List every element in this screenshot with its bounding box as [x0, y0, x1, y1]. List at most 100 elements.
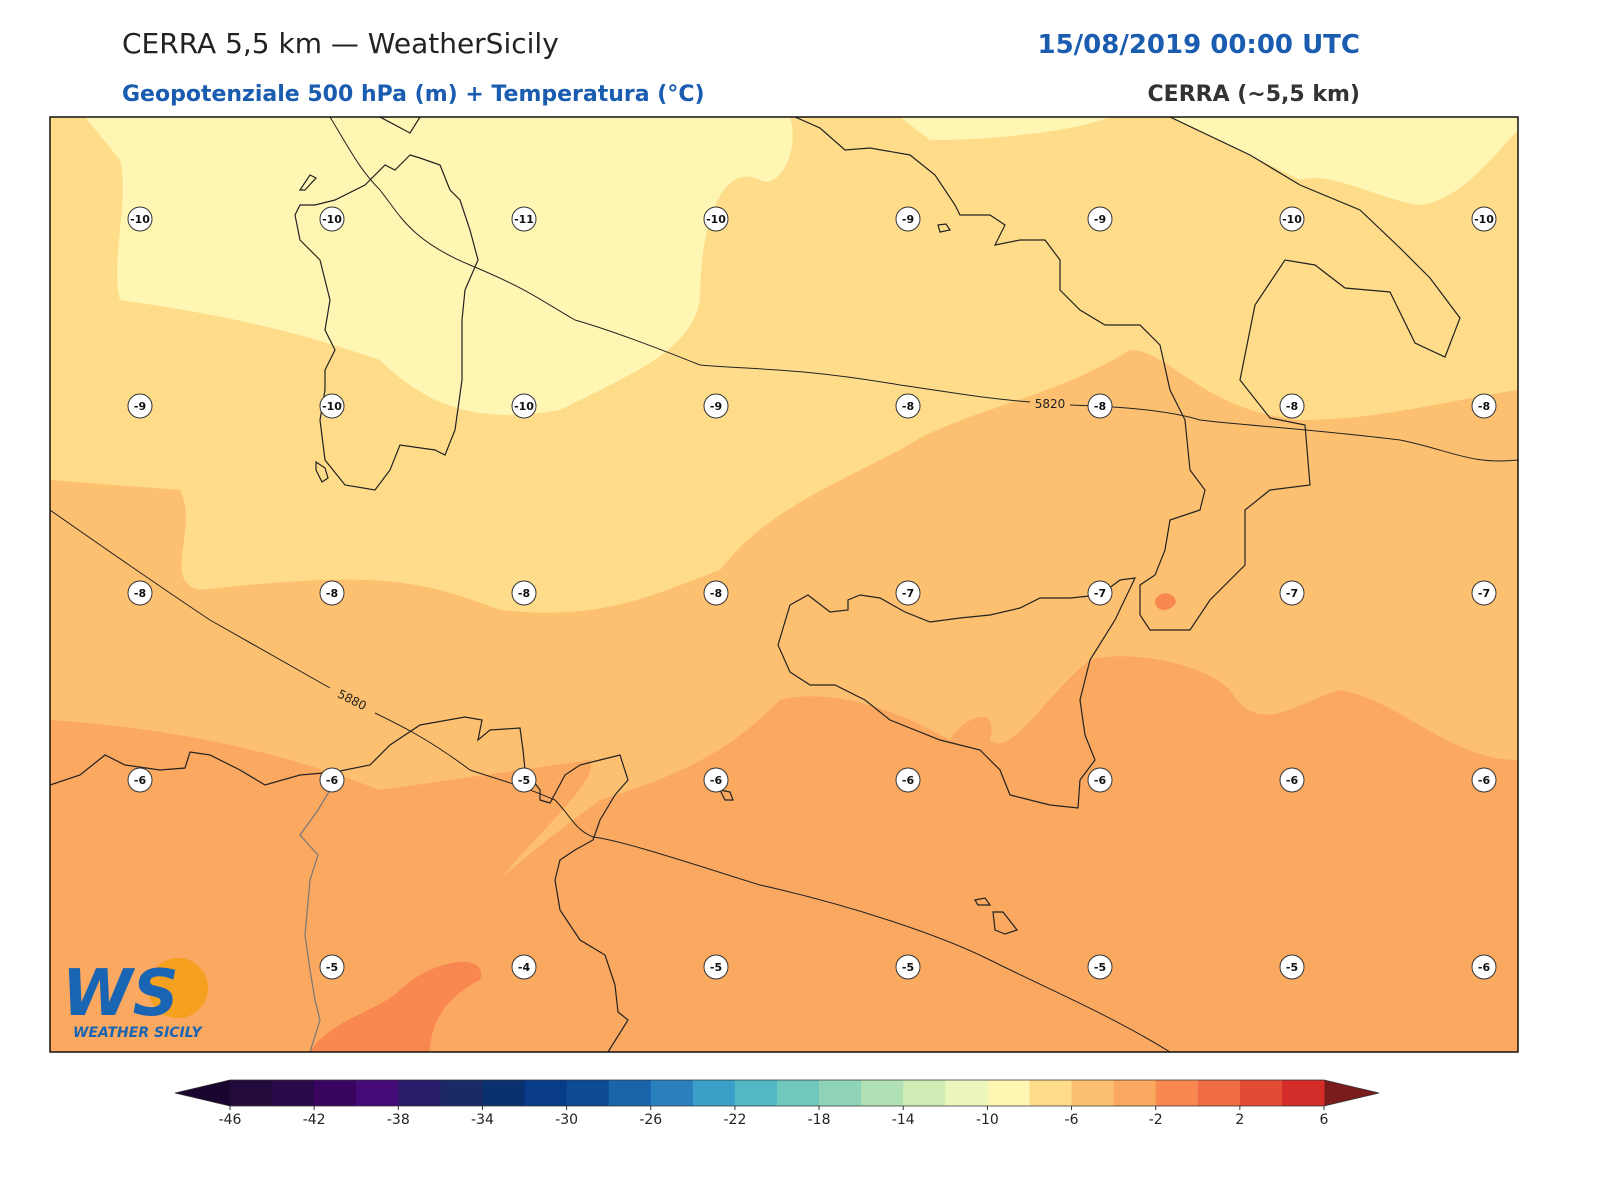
label-text: -5: [1094, 961, 1106, 974]
label-circle: [127, 767, 153, 793]
label-circle: [1087, 767, 1113, 793]
label-circle: [1087, 206, 1113, 232]
label-text: -8: [902, 400, 914, 413]
temperature-label: -10: [319, 206, 345, 232]
label-circle: [319, 580, 345, 606]
label-circle: [1087, 954, 1113, 980]
temperature-label: -5: [1087, 954, 1113, 980]
label-text: -9: [710, 400, 722, 413]
colorbar-bin: [440, 1080, 483, 1106]
colorbar-tick-label: -38: [387, 1112, 410, 1128]
label-circle: [511, 954, 537, 980]
label-circle: [1279, 206, 1305, 232]
colorbar-bin: [566, 1080, 610, 1106]
label-circle: [1279, 393, 1305, 419]
label-text: -10: [1474, 213, 1494, 226]
colorbar-bin: [945, 1080, 988, 1106]
label-circle: [703, 954, 729, 980]
label-text: -7: [1286, 587, 1298, 600]
label-text: -6: [326, 774, 339, 787]
datetime: 15/08/2019 00:00 UTC: [1037, 30, 1360, 60]
colorbar-bin: [314, 1080, 357, 1106]
temperature-label: -5: [319, 954, 345, 980]
label-text: -8: [1286, 400, 1298, 413]
label-circle: [1087, 580, 1113, 606]
label-text: -8: [1478, 400, 1490, 413]
colorbar-tick-label: -34: [471, 1112, 494, 1128]
colorbar-bin: [356, 1080, 399, 1106]
label-circle: [895, 767, 921, 793]
colorbar-bin: [1281, 1080, 1325, 1106]
colorbar-tick-label: -10: [976, 1112, 999, 1128]
label-circle: [895, 393, 921, 419]
temperature-label: -7: [1471, 580, 1497, 606]
label-text: -10: [322, 400, 342, 413]
label-text: -8: [1094, 400, 1106, 413]
colorbar-bin: [987, 1080, 1030, 1106]
label-text: -8: [518, 587, 530, 600]
label-circle: [703, 393, 729, 419]
contour-line: [329, 117, 1518, 462]
label-text: -5: [518, 774, 530, 787]
colorbar-bin: [1155, 1080, 1199, 1106]
label-circle: [1471, 206, 1497, 232]
colorbar-bin: [608, 1080, 652, 1106]
label-text: -5: [326, 961, 338, 974]
label-circle: [1471, 767, 1497, 793]
label-circle: [127, 206, 153, 232]
colorbar-tick-label: -2: [1149, 1112, 1163, 1128]
temperature-label: -6: [1471, 767, 1497, 793]
label-circle: [511, 767, 537, 793]
colorbar-bin: [861, 1080, 904, 1106]
label-circle: [127, 393, 153, 419]
contour-line: [50, 509, 1171, 1052]
label-circle: [1471, 580, 1497, 606]
label-text: -9: [1094, 213, 1106, 226]
temperature-label: -8: [319, 580, 345, 606]
temperature-label: -6: [1279, 767, 1305, 793]
temperature-label: -6: [319, 767, 345, 793]
temperature-label: -10: [1279, 206, 1305, 232]
colorbar-bin: [1029, 1080, 1073, 1106]
colorbar-bin: [1239, 1080, 1283, 1106]
label-text: -9: [134, 400, 146, 413]
colorbar-bin: [230, 1080, 273, 1106]
label-text: -4: [518, 961, 531, 974]
colorbar-tick-label: -22: [723, 1112, 746, 1128]
temperature-label: -9: [703, 393, 729, 419]
label-text: -8: [710, 587, 722, 600]
colorbar-tick-label: 6: [1320, 1112, 1329, 1128]
label-circle: [703, 767, 729, 793]
label-circle: [703, 206, 729, 232]
temperature-label: -7: [1087, 580, 1113, 606]
label-circle: [1279, 580, 1305, 606]
map-frame: [49, 116, 1519, 1053]
temperature-label: -6: [703, 767, 729, 793]
colorbar-bin: [903, 1080, 946, 1106]
temperature-label: -10: [127, 206, 153, 232]
label-text: -8: [326, 587, 338, 600]
temperature-label: -6: [1087, 767, 1113, 793]
temperature-label: -6: [895, 767, 921, 793]
temperature-label: -5: [703, 954, 729, 980]
label-text: -7: [1094, 587, 1106, 600]
label-circle: [511, 393, 537, 419]
temperature-label: -8: [1279, 393, 1305, 419]
colorbar-bin: [734, 1080, 778, 1106]
label-text: -7: [1478, 587, 1490, 600]
label-text: -10: [130, 213, 150, 226]
temperature-label: -10: [511, 393, 537, 419]
colorbar-extend: [175, 1080, 230, 1106]
label-text: -10: [706, 213, 726, 226]
label-circle: [895, 580, 921, 606]
map: 5820 5880 -10 -10 -11 -10 -9 -9 -10 -10-9 -10 -10…: [50, 117, 1518, 1052]
colorbar-bin: [524, 1080, 568, 1106]
temperature-label: -8: [1087, 393, 1113, 419]
colorbar-extend: [1324, 1080, 1379, 1106]
colorbar-bin: [692, 1080, 736, 1106]
colorbar-bin: [272, 1080, 315, 1106]
temperature-label: -9: [127, 393, 153, 419]
colorbar-bin: [777, 1080, 820, 1106]
label-circle: [511, 206, 537, 232]
